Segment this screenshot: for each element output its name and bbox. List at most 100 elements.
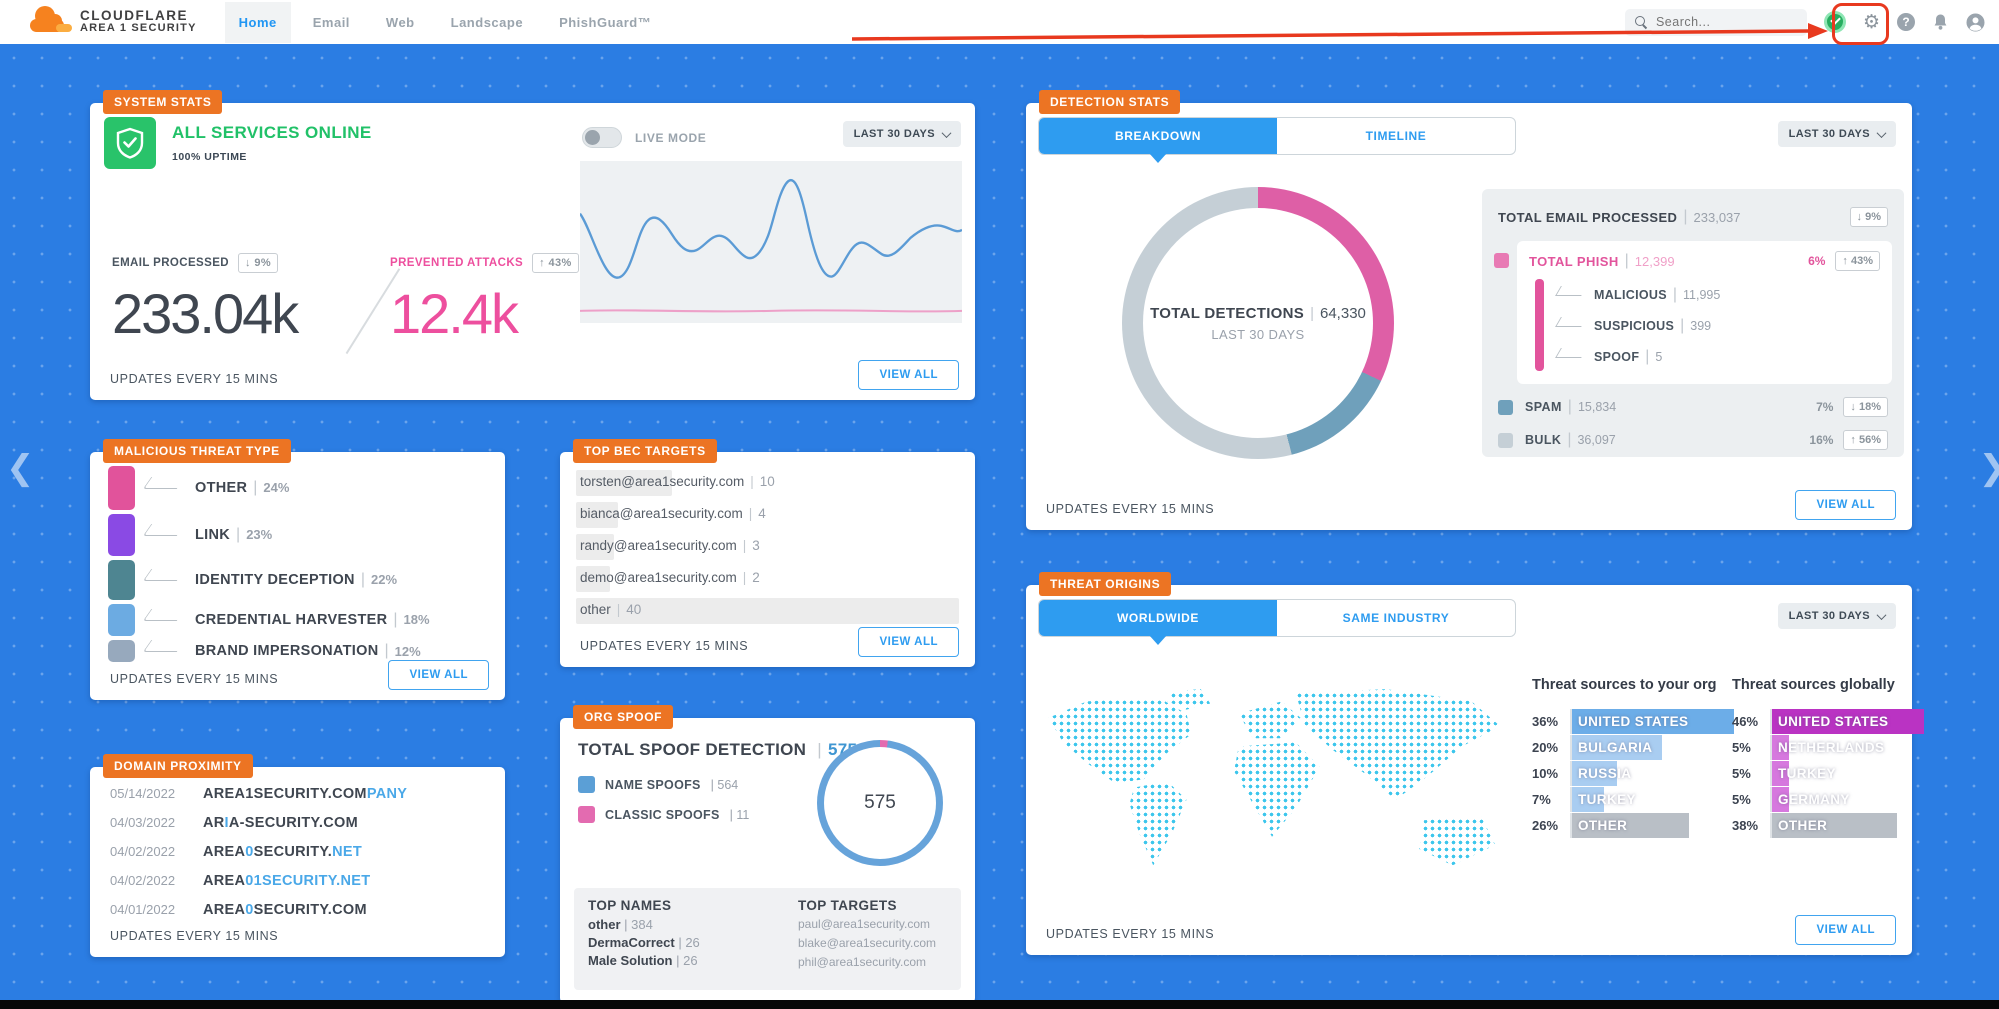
chevron-down-icon bbox=[1876, 127, 1887, 138]
updates-text: UPDATES EVERY 15 MINS bbox=[110, 672, 279, 686]
threat-origins-range-dropdown[interactable]: LAST 30 DAYS bbox=[1777, 603, 1896, 629]
bec-row: torsten@area1security.com | 10 bbox=[576, 470, 959, 496]
system-stats-badge: SYSTEM STATS bbox=[103, 90, 223, 114]
nav-item-email[interactable]: Email bbox=[312, 14, 350, 30]
top-target-row: paul@area1security.com bbox=[798, 917, 931, 931]
system-view-all-button[interactable]: VIEW ALL bbox=[858, 360, 959, 390]
nav-item-home[interactable]: Home bbox=[224, 1, 291, 43]
malicious-threat-type-badge: MALICIOUS THREAT TYPE bbox=[103, 439, 291, 463]
nav-item-landscape[interactable]: Landscape bbox=[450, 14, 524, 30]
bec-view-all-button[interactable]: VIEW ALL bbox=[858, 627, 959, 657]
origin-row: 36% UNITED STATES bbox=[1532, 709, 1772, 734]
threat-type-row: IDENTITY DECEPTION | 22% bbox=[108, 558, 505, 602]
legend-classic-spoofs: CLASSIC SPOOFS | 11 bbox=[578, 806, 749, 823]
bulk-swatch bbox=[1498, 432, 1513, 448]
global-sources-title: Threat sources globally bbox=[1732, 677, 1895, 693]
name-spoofs-swatch bbox=[578, 776, 595, 793]
detection-stats-card: DETECTION STATS BREAKDOWN TIMELINE LAST … bbox=[1026, 90, 1912, 530]
domain-proximity-badge: DOMAIN PROXIMITY bbox=[103, 754, 253, 778]
domain-row: 04/03/2022 ARIA-SECURITY.COM bbox=[110, 814, 358, 831]
spam-delta-badge: ↓ 18% bbox=[1843, 397, 1888, 417]
updates-text: UPDATES EVERY 15 MINS bbox=[1046, 927, 1215, 941]
origin-row: 38% OTHER bbox=[1732, 813, 1972, 838]
tab-breakdown[interactable]: BREAKDOWN bbox=[1039, 118, 1277, 154]
bulk-row: BULK | 36,097 16% ↑ 56% bbox=[1494, 423, 1892, 450]
services-status-text: ALL SERVICES ONLINE bbox=[172, 123, 372, 142]
detection-detail-panel: TOTAL EMAIL PROCESSED | 233,037 ↓ 9% TOT… bbox=[1482, 189, 1904, 457]
nav-item-phishguard[interactable]: PhishGuard™ bbox=[559, 14, 652, 30]
prevented-attacks-delta-badge: ↑ 43% bbox=[532, 253, 579, 273]
detections-center-label: TOTAL DETECTIONS bbox=[1150, 304, 1305, 322]
updates-text: UPDATES EVERY 15 MINS bbox=[110, 929, 279, 943]
spam-swatch bbox=[1498, 399, 1513, 415]
threat-type-row: BRAND IMPERSONATION | 12% bbox=[108, 638, 505, 664]
classic-spoofs-swatch bbox=[578, 806, 595, 823]
prevented-attacks-value: 12.4k bbox=[390, 282, 519, 345]
threat-type-swatch-brand-impersonation bbox=[108, 640, 135, 663]
bec-row: other | 40 bbox=[576, 598, 959, 624]
detections-center-value: 64,330 bbox=[1320, 304, 1366, 322]
tab-timeline[interactable]: TIMELINE bbox=[1365, 129, 1427, 143]
live-mode-label: LIVE MODE bbox=[635, 131, 707, 145]
origin-row: 10% RUSSIA bbox=[1532, 761, 1772, 786]
top-target-row: blake@area1security.com bbox=[798, 936, 937, 950]
brand-name: CLOUDFLARE bbox=[80, 8, 188, 24]
threat-type-view-all-button[interactable]: VIEW ALL bbox=[388, 660, 489, 690]
detection-view-all-button[interactable]: VIEW ALL bbox=[1795, 490, 1896, 520]
help-icon[interactable] bbox=[1897, 13, 1915, 31]
bottom-bar bbox=[0, 1000, 1999, 1009]
spam-row: SPAM | 15,834 7% ↓ 18% bbox=[1494, 390, 1892, 417]
detection-stats-badge: DETECTION STATS bbox=[1039, 90, 1181, 114]
system-range-dropdown[interactable]: LAST 30 DAYS bbox=[842, 121, 961, 147]
total-email-row: TOTAL EMAIL PROCESSED | 233,037 ↓ 9% bbox=[1494, 201, 1892, 233]
origin-row: 46% UNITED STATES bbox=[1732, 709, 1972, 734]
domain-row: 04/01/2022 AREA0SECURITY.COM bbox=[110, 901, 367, 918]
bec-row: bianca@area1security.com | 4 bbox=[576, 502, 959, 528]
gear-icon[interactable]: ⚙ bbox=[1862, 10, 1880, 33]
total-phish-card: TOTAL PHISH | 12,399 6% ↑ 43% MALICIOUS |… bbox=[1517, 241, 1892, 384]
carousel-right-arrow[interactable]: ❯ bbox=[1979, 448, 1999, 488]
detections-center-sub: LAST 30 DAYS bbox=[1211, 326, 1305, 342]
origin-row: 5% GERMANY bbox=[1732, 787, 1972, 812]
cloudflare-logo[interactable]: CLOUDFLARE AREA 1 SECURITY bbox=[28, 6, 197, 35]
top-name-row: DermaCorrect | 26 bbox=[588, 935, 700, 950]
top-bec-targets-card: TOP BEC TARGETS torsten@area1security.co… bbox=[560, 439, 975, 667]
total-phish-label: TOTAL PHISH bbox=[1529, 253, 1619, 269]
updates-text: UPDATES EVERY 15 MINS bbox=[1046, 502, 1215, 516]
services-online-icon bbox=[104, 117, 156, 169]
tab-worldwide[interactable]: WORLDWIDE bbox=[1039, 600, 1277, 636]
email-activity-chart bbox=[579, 161, 963, 323]
phish-sub-row: MALICIOUS | 11,995 bbox=[1544, 279, 1880, 310]
top-name-row: Male Solution | 26 bbox=[588, 953, 698, 968]
bell-icon[interactable] bbox=[1932, 13, 1949, 31]
email-processed-delta-badge: ↓ 9% bbox=[237, 253, 279, 273]
threat-origins-view-all-button[interactable]: VIEW ALL bbox=[1795, 915, 1896, 945]
search-box[interactable] bbox=[1624, 8, 1807, 36]
global-sources-list: 46% UNITED STATES 5% NETHERLANDS 5% TURKEY … bbox=[1732, 709, 1972, 839]
nav-item-web[interactable]: Web bbox=[385, 14, 415, 30]
spoof-donut-center-value: 575 bbox=[864, 792, 896, 813]
domain-row: 05/14/2022 AREA1SECURITY.COMPANY bbox=[110, 785, 408, 802]
chart-line-blue bbox=[579, 178, 963, 279]
org-spoof-card: ORG SPOOF TOTAL SPOOF DETECTION | 575 NAM… bbox=[560, 705, 975, 1003]
brand-subname: AREA 1 SECURITY bbox=[80, 22, 197, 35]
carousel-left-arrow[interactable]: ❮ bbox=[6, 448, 35, 488]
search-icon bbox=[1634, 15, 1648, 29]
threat-type-row: OTHER | 24% bbox=[108, 464, 505, 512]
phish-bar bbox=[1535, 279, 1544, 371]
detection-range-dropdown[interactable]: LAST 30 DAYS bbox=[1777, 121, 1896, 147]
bec-row: demo@area1security.com | 2 bbox=[576, 566, 959, 592]
user-icon[interactable] bbox=[1966, 13, 1985, 32]
live-mode-toggle[interactable] bbox=[582, 127, 622, 148]
total-phish-swatch bbox=[1494, 253, 1509, 268]
domain-row: 04/02/2022 AREA01SECURITY.NET bbox=[110, 872, 371, 889]
search-input[interactable] bbox=[1655, 15, 1786, 29]
bec-row: randy@area1security.com | 3 bbox=[576, 534, 959, 560]
threat-origins-tabs: WORLDWIDE SAME INDUSTRY bbox=[1038, 599, 1516, 637]
total-phish-value: 12,399 bbox=[1634, 253, 1675, 269]
verified-shield-icon[interactable] bbox=[1823, 11, 1846, 33]
top-name-row: other | 384 bbox=[588, 917, 653, 932]
spoof-detail-panel: TOP NAMES other | 384 DermaCorrect | 26 … bbox=[574, 888, 961, 990]
tab-same-industry[interactable]: SAME INDUSTRY bbox=[1342, 611, 1450, 625]
